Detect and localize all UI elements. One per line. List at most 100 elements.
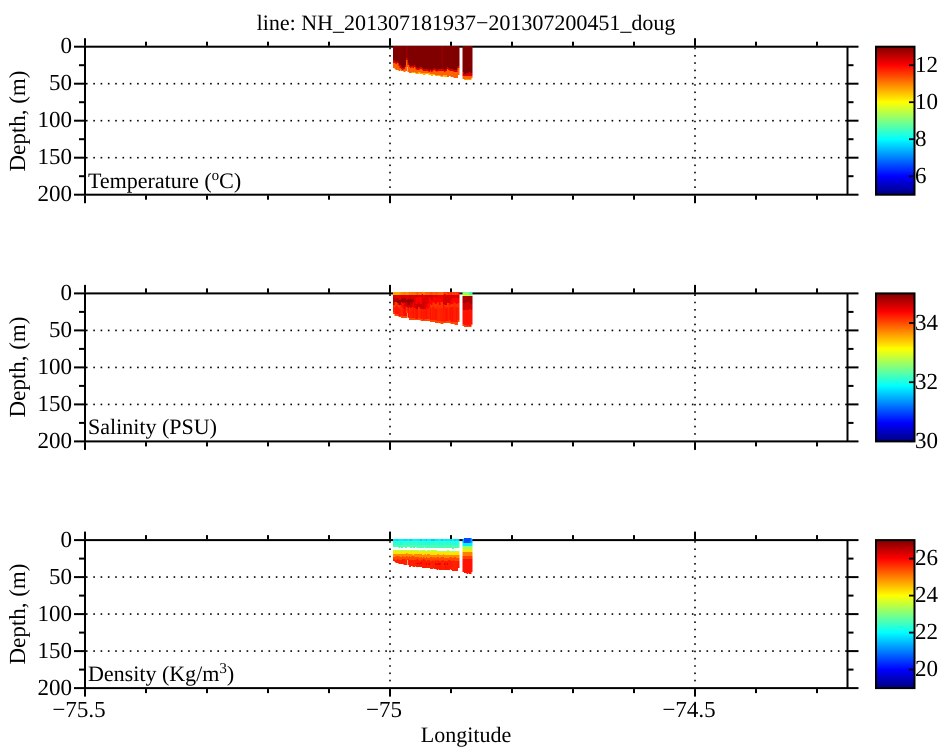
- section-data-column: [452, 555, 455, 558]
- section-data-column: [407, 559, 410, 565]
- section-data-column: [457, 539, 460, 541]
- panel-label-temperature-sup: o: [211, 167, 220, 184]
- section-data-column: [425, 46, 428, 69]
- section-data-column: [463, 325, 466, 327]
- section-data-column: [466, 76, 469, 79]
- section-data-column: [438, 563, 442, 565]
- section-data-column: [410, 299, 413, 302]
- section-data-column: [400, 552, 404, 554]
- section-data-column: [402, 308, 405, 316]
- section-data-column: [420, 319, 423, 321]
- section-data-column: [438, 551, 442, 552]
- panel-label-salinity: Salinity (PSU): [88, 414, 217, 440]
- section-data-column: [393, 60, 396, 63]
- section-data-column: [394, 545, 397, 547]
- section-data-column: [428, 70, 431, 72]
- section-data-column: [400, 539, 404, 541]
- section-data-column: [465, 295, 468, 296]
- section-data-column: [453, 308, 456, 322]
- y-tick-label: 0: [60, 33, 73, 59]
- section-data-column: [455, 307, 459, 322]
- section-data-column: [407, 299, 410, 305]
- section-data-column: [411, 295, 414, 300]
- section-data-column: [402, 303, 405, 308]
- section-data-column: [407, 317, 410, 318]
- section-data-column: [408, 552, 411, 554]
- section-data-column: [433, 555, 436, 557]
- section-data-column: [417, 297, 421, 302]
- section-data-column: [445, 69, 448, 71]
- section-data-column: [393, 63, 396, 68]
- section-data-column: [442, 304, 445, 308]
- section-data-column: [421, 560, 425, 568]
- x-axis-label: Longitude: [420, 722, 512, 747]
- section-data-column: [404, 306, 407, 316]
- section-data-column: [412, 560, 415, 567]
- section-data-column: [417, 68, 421, 70]
- section-data-column: [423, 550, 426, 551]
- section-data-column: [404, 551, 407, 554]
- section-data-column: [417, 46, 421, 68]
- section-data-column: [432, 74, 435, 75]
- section-data-column: [462, 46, 465, 72]
- section-data-column: [446, 69, 449, 77]
- section-data-column: [449, 320, 452, 323]
- section-data-column: [424, 552, 427, 554]
- section-data-column: [465, 549, 468, 552]
- section-data-column: [449, 539, 452, 541]
- section-data-column: [455, 70, 459, 72]
- section-data-column: [428, 541, 431, 545]
- section-data-column: [412, 46, 415, 66]
- section-data-column: [411, 46, 414, 65]
- section-data-column: [424, 71, 427, 73]
- section-data-column: [407, 541, 410, 545]
- section-data-column: [393, 545, 396, 547]
- section-data-column: [448, 297, 451, 303]
- section-data-column: [454, 72, 457, 78]
- section-data-column: [407, 551, 410, 554]
- section-data-column: [407, 545, 410, 547]
- section-data-column: [433, 292, 436, 295]
- section-data-column: [453, 539, 456, 541]
- section-data-column: [412, 68, 415, 72]
- section-data-column: [432, 558, 435, 560]
- section-data-column: [442, 539, 445, 541]
- section-data-column: [433, 561, 436, 569]
- section-data-column: [441, 298, 444, 302]
- section-data-column: [450, 561, 453, 570]
- section-data-column: [408, 554, 411, 556]
- section-data-column: [406, 541, 409, 545]
- section-data-column: [462, 303, 465, 310]
- section-data-column: [445, 555, 448, 558]
- section-data-column: [454, 557, 457, 561]
- colorbar-tick-label: 6: [915, 162, 927, 188]
- section-data-column: [412, 539, 415, 541]
- section-data-column: [425, 552, 428, 555]
- section-data-column: [394, 314, 397, 316]
- section-data-column: [393, 559, 396, 561]
- section-data-column: [417, 552, 421, 554]
- section-data-column: [424, 69, 427, 71]
- section-data-column: [400, 46, 404, 67]
- section-data-column: [444, 545, 447, 548]
- section-data-column: [467, 549, 471, 552]
- section-data-column: [435, 292, 438, 295]
- section-data-column: [421, 558, 425, 560]
- section-data-column: [402, 556, 405, 559]
- section-data-column: [463, 295, 466, 296]
- section-data-column: [404, 541, 407, 545]
- section-data-column: [395, 302, 398, 306]
- section-data-column: [398, 541, 401, 545]
- figure-title: line: NH_201307181937−201307200451_doug: [256, 10, 676, 35]
- section-data-column: [453, 555, 456, 557]
- section-data-column: [435, 555, 438, 558]
- section-data-column: [412, 541, 415, 545]
- section-data-column: [399, 539, 402, 541]
- section-data-column: [446, 550, 449, 551]
- section-data-column: [466, 549, 469, 552]
- section-data-column: [442, 546, 445, 548]
- section-data-column: [469, 295, 472, 296]
- section-data-column: [423, 292, 426, 295]
- section-data-column: [428, 550, 431, 552]
- section-data-column: [403, 554, 406, 557]
